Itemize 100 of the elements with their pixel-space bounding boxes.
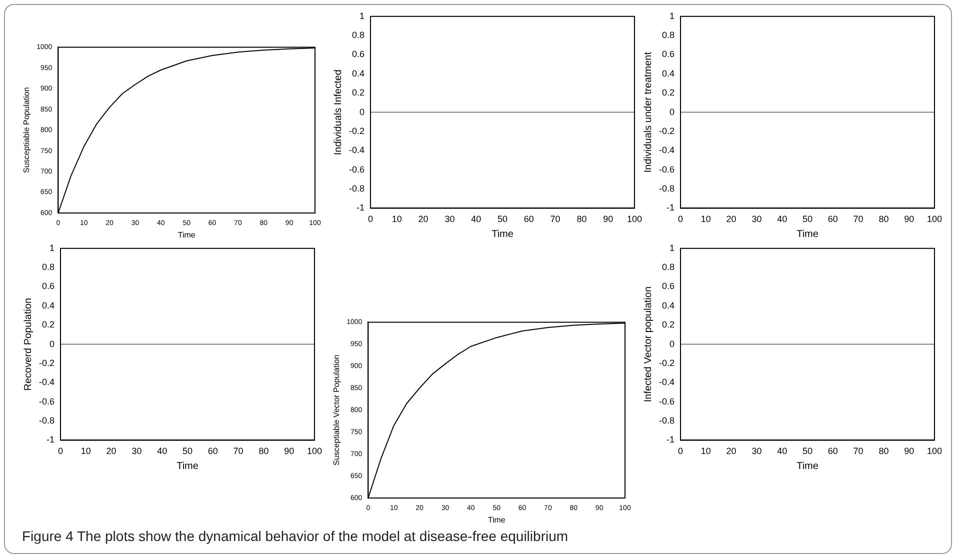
x-tick-label: 20 — [106, 446, 116, 456]
x-axis-title: Time — [178, 230, 196, 240]
x-tick-label: 60 — [828, 446, 838, 456]
x-tick-label: 90 — [904, 214, 914, 224]
y-tick-label: 0.8 — [662, 30, 675, 40]
x-tick-label: 90 — [904, 446, 914, 456]
y-tick-label: 1 — [49, 242, 55, 253]
y-tick-label: 0 — [49, 338, 55, 349]
x-tick-label: 40 — [471, 214, 482, 224]
x-tick-label: 70 — [550, 214, 560, 224]
x-tick-label: 10 — [80, 446, 91, 456]
x-tick-label: 90 — [284, 446, 294, 456]
y-tick-label: 0.4 — [662, 300, 675, 310]
x-tick-label: 100 — [306, 446, 322, 456]
y-tick-label: -0.4 — [658, 145, 675, 156]
y-tick-label: -0.2 — [348, 126, 365, 136]
x-tick-label: 60 — [208, 446, 218, 456]
x-tick-label: 10 — [392, 214, 402, 224]
x-tick-label: 70 — [853, 446, 864, 456]
y-tick-label: 0.6 — [662, 49, 675, 60]
x-tick-label: 30 — [444, 214, 455, 224]
x-tick-label: 20 — [726, 214, 736, 224]
x-tick-label: 20 — [726, 446, 736, 456]
y-tick-label: 1 — [669, 242, 675, 253]
y-tick-label: -0.8 — [658, 184, 675, 194]
x-tick-label: 20 — [418, 214, 428, 224]
y-axis-title: Individuals Infected — [332, 69, 344, 156]
x-tick-label: 50 — [802, 214, 813, 224]
x-tick-label: 0 — [58, 446, 64, 456]
x-axis-title: Time — [176, 460, 199, 472]
x-tick-label: 80 — [878, 214, 889, 224]
x-tick-label: 60 — [524, 214, 534, 224]
x-tick-label: 40 — [777, 446, 788, 456]
y-tick-label: -0.4 — [348, 145, 365, 156]
x-tick-label: 0 — [678, 214, 684, 224]
x-tick-label: 100 — [626, 214, 642, 224]
x-tick-label: 40 — [157, 446, 168, 456]
y-axis-title: Individuals under treatment — [642, 52, 654, 173]
y-tick-label: 1 — [359, 10, 365, 21]
x-tick-label: 70 — [233, 446, 244, 456]
y-tick-label: -0.2 — [38, 358, 55, 368]
y-tick-label: 1 — [669, 10, 675, 21]
x-tick-label: 50 — [802, 446, 813, 456]
y-axis-title: Recoverd Population — [22, 298, 34, 391]
x-tick-label: 90 — [603, 214, 614, 224]
x-tick-label: 10 — [700, 446, 711, 456]
y-tick-label: 0.4 — [662, 68, 675, 78]
x-tick-label: 10 — [700, 214, 711, 224]
y-axis-title: Infected Vector population — [642, 286, 654, 402]
y-tick-label: 0.8 — [352, 30, 365, 40]
y-tick-label: 0.6 — [42, 281, 55, 292]
x-axis-title: Time — [796, 228, 819, 240]
y-tick-label: 0 — [359, 106, 365, 117]
x-axis-title: Time — [488, 515, 506, 524]
y-axis-title: Susceptiable Population — [22, 87, 32, 174]
x-tick-label: 30 — [752, 214, 762, 224]
y-tick-label: 0 — [669, 106, 675, 117]
y-tick-label: 0.8 — [42, 262, 55, 272]
y-tick-label: 0 — [669, 338, 675, 349]
x-tick-label: 70 — [853, 214, 864, 224]
y-tick-label: -1 — [666, 202, 675, 213]
y-tick-label: 0.8 — [662, 262, 675, 272]
y-tick-label: -1 — [666, 434, 675, 445]
y-tick-label: -0.2 — [658, 358, 675, 368]
y-tick-label: 0.2 — [662, 88, 675, 98]
x-tick-label: 60 — [828, 214, 838, 224]
x-tick-label: 80 — [258, 446, 269, 456]
y-tick-label: -0.8 — [38, 416, 55, 426]
x-axis-title: Time — [796, 460, 819, 472]
x-tick-label: 30 — [132, 446, 142, 456]
y-tick-label: -1 — [356, 202, 365, 213]
y-tick-label: 0.4 — [42, 300, 55, 310]
x-axis-title: Time — [492, 228, 514, 240]
y-tick-label: -0.4 — [38, 377, 55, 388]
y-tick-label: 0.6 — [662, 281, 675, 292]
y-tick-label: -1 — [46, 434, 55, 445]
y-tick-label: -0.6 — [658, 164, 675, 174]
y-tick-label: -0.6 — [38, 396, 55, 406]
y-tick-label: 0.2 — [42, 320, 55, 330]
y-tick-label: -0.6 — [658, 396, 675, 406]
x-tick-label: 50 — [182, 446, 193, 456]
x-tick-label: 50 — [497, 214, 508, 224]
caption: Figure 4 The plots show the dynamical behavior of the model at disease-free equilibrium — [22, 528, 568, 544]
x-tick-label: 100 — [926, 214, 942, 224]
x-tick-label: 30 — [752, 446, 762, 456]
y-tick-label: -0.2 — [658, 126, 675, 136]
x-tick-label: 100 — [926, 446, 942, 456]
y-tick-label: 0.6 — [352, 49, 365, 60]
x-tick-label: 80 — [878, 446, 889, 456]
y-tick-label: -0.8 — [658, 416, 675, 426]
y-tick-label: -0.6 — [348, 164, 365, 174]
x-tick-label: 40 — [777, 214, 788, 224]
y-tick-label: 0.2 — [352, 88, 365, 98]
x-tick-label: 0 — [678, 446, 684, 456]
y-tick-label: -0.4 — [658, 377, 675, 388]
y-axis-title: Susceptiable Vector Population — [332, 354, 342, 466]
y-tick-label: -0.8 — [348, 184, 365, 194]
x-tick-label: 0 — [368, 214, 374, 224]
x-tick-label: 80 — [576, 214, 587, 224]
y-tick-label: 0.2 — [662, 320, 675, 330]
